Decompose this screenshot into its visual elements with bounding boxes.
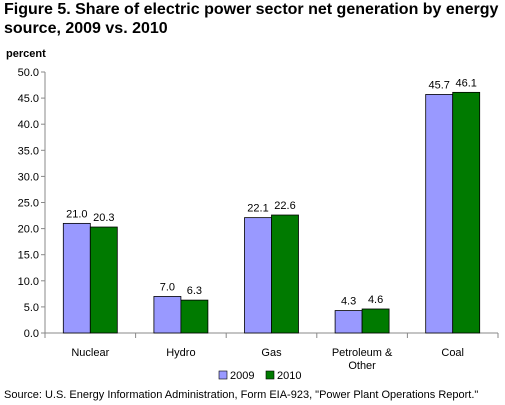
y-tick-label: 45.0: [18, 93, 39, 105]
bar-2010: [89, 226, 118, 334]
source-note: Source: U.S. Energy Information Administ…: [4, 389, 479, 401]
y-tick-label: 10.0: [18, 276, 39, 288]
chart-title: Figure 5. Share of electric power sector…: [4, 1, 499, 37]
y-tick-label: 20.0: [18, 224, 39, 236]
legend-label-2009: 2009: [230, 370, 254, 382]
legend-label-2010: 2010: [277, 370, 301, 382]
y-axis-label: percent: [6, 48, 46, 60]
legend-swatch-2010: [265, 370, 275, 380]
data-label: 6.3: [187, 285, 202, 297]
bar-2009: [244, 217, 272, 334]
bar-2010: [361, 308, 390, 334]
y-tick-label: 5.0: [24, 302, 39, 314]
data-label: 46.1: [455, 77, 476, 89]
y-tick-label: 30.0: [18, 171, 39, 183]
x-tick-label: Nuclear: [71, 347, 109, 359]
y-tick-label: 0.0: [24, 328, 39, 340]
x-tick-label: Gas: [261, 347, 282, 359]
x-tick-label: Hydro: [166, 347, 195, 359]
bar-2010: [180, 299, 209, 334]
bar-2010: [271, 214, 299, 334]
y-tick-label: 50.0: [18, 67, 39, 79]
bar-2009: [153, 296, 182, 334]
data-label: 4.3: [341, 296, 356, 308]
data-label: 45.7: [428, 79, 449, 91]
bar-2009: [334, 310, 363, 334]
data-label: 7.0: [160, 281, 175, 293]
bar-2009: [425, 94, 454, 334]
bar-2009: [62, 222, 91, 334]
legend-swatch-2009: [218, 370, 228, 380]
data-label: 22.6: [274, 200, 295, 212]
y-tick-label: 40.0: [18, 119, 39, 131]
y-tick-label: 35.0: [18, 145, 39, 157]
bar-2010: [452, 91, 481, 334]
x-tick-label: Petroleum & Other: [332, 347, 393, 372]
y-tick-label: 25.0: [18, 198, 39, 210]
y-tick-label: 15.0: [18, 250, 39, 262]
data-label: 21.0: [66, 208, 87, 220]
data-label: 22.1: [247, 203, 268, 215]
data-label: 20.3: [93, 212, 114, 224]
data-label: 4.6: [368, 294, 383, 306]
x-tick-label: Coal: [441, 347, 464, 359]
